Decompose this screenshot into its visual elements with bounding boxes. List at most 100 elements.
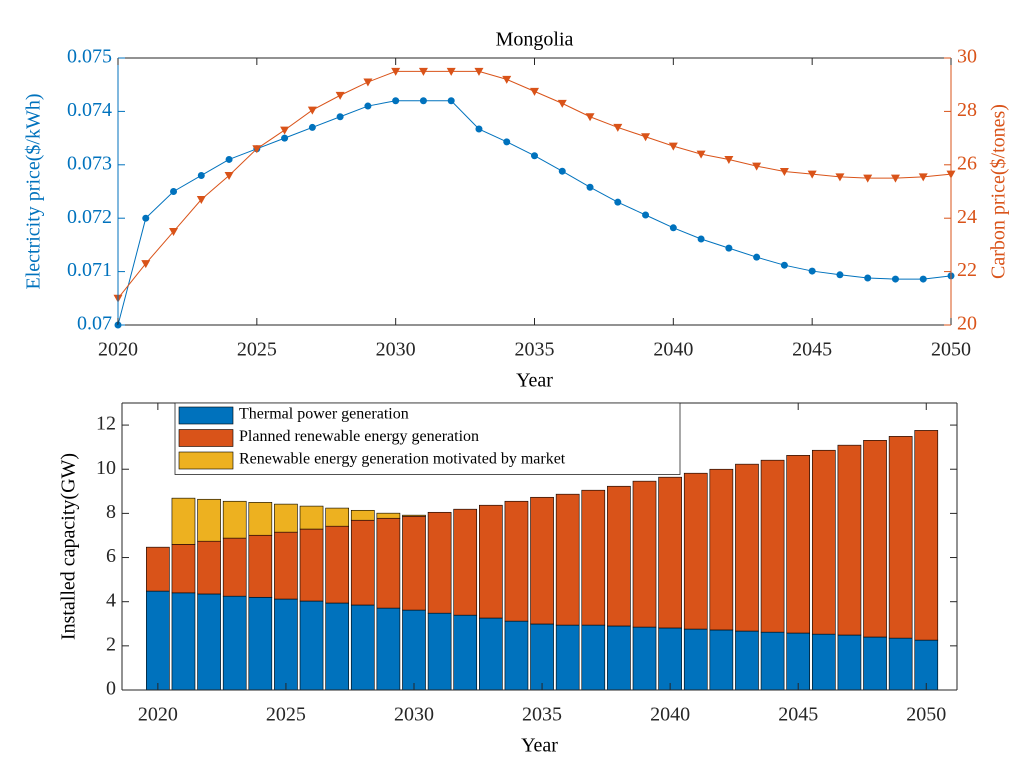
marker [725,244,733,252]
bar-segment [274,598,298,691]
marker [419,97,427,105]
x-tick-label: 2025 [266,704,306,726]
y-tick-label: 0.07 [77,313,112,335]
marker [918,173,928,182]
bar-segment [504,620,529,691]
bar-segment [197,498,221,542]
y-tick-label: 8 [106,501,116,523]
marker [641,133,651,142]
bar-segment [350,604,375,691]
bar-segment [274,531,298,600]
marker [280,126,290,135]
bar-segment [863,440,887,638]
marker [336,113,344,121]
x-tick-label: 2045 [778,704,818,726]
bar-segment [914,430,939,641]
bar-segment [632,480,657,628]
marker [614,198,622,206]
y2-tick-label: 26 [957,152,977,174]
y-tick-label: 4 [106,589,116,611]
bar-segment [299,528,324,602]
y-tick-label: 0.075 [67,46,112,68]
x-tick-label: 2020 [138,704,178,726]
marker [531,152,538,160]
bar-segment [325,507,349,527]
bar-segment [402,609,426,691]
bar-segment [632,626,657,691]
marker [780,261,788,269]
y-tick-label: 10 [96,457,116,479]
bar-segment [658,627,682,691]
bar-segment [760,459,785,633]
marker [142,214,150,222]
marker [863,174,873,183]
bar-segment [555,493,580,626]
marker [697,235,705,243]
legend-swatch [178,429,234,447]
marker [391,67,401,76]
y-tick-label: 6 [106,545,116,567]
y-tick-label: 0.073 [67,152,112,174]
bar-segment [607,485,631,627]
bar-segment [376,607,401,691]
marker [836,271,844,279]
marker [502,75,512,84]
marker [753,253,761,261]
bar-segment [146,546,170,592]
x-tick-label: 2040 [653,339,693,361]
bar-segment [504,500,529,622]
bar-segment [530,623,554,691]
bar-segment [479,617,503,691]
marker [891,275,899,283]
y2-tick-label: 24 [957,206,977,228]
bar-segment [811,449,836,635]
bar-segment [735,463,759,632]
bar-segment [683,472,708,630]
marker [281,134,289,142]
x-tick-label: 2035 [522,704,562,726]
marker [558,167,566,175]
marker [807,170,817,179]
marker [224,171,234,180]
y-tick-label: 0.072 [67,206,112,228]
x-axis-label: Year [516,370,553,392]
marker [835,173,845,182]
y-axis-label: Electricity price($/kWh) [23,93,45,289]
bar-segment [171,592,196,691]
marker [503,138,511,146]
bar-segment [453,614,478,691]
x-tick-label: 2050 [906,704,946,726]
marker [447,97,455,105]
marker [613,123,623,132]
marker [364,102,372,110]
y2-tick-label: 30 [957,46,977,68]
y2-tick-label: 22 [957,259,977,281]
bar-segment [709,629,734,691]
bar-segment [248,534,273,598]
marker [557,99,567,108]
y-tick-label: 0 [106,678,116,700]
bar-segment [222,595,247,691]
bar-segment [709,468,734,631]
bar-segment [376,517,401,609]
bar-segment [299,600,324,691]
bar-segment [786,455,811,634]
y-tick-label: 2 [106,633,116,655]
bar-segment [248,596,273,691]
series-line [117,100,952,326]
y-tick-label: 0.071 [67,259,112,281]
bar-segment [863,636,887,691]
marker [196,196,206,205]
bar-segment [786,632,811,691]
bar-segment [197,593,221,691]
legend-swatch [178,451,234,470]
bar-segment [427,612,452,691]
marker [392,97,400,105]
marker [779,167,789,176]
bar-segment [350,519,375,606]
bar-segment [325,525,349,604]
legend-label: Planned renewable energy generation [239,428,479,445]
marker [696,150,706,159]
marker [308,123,316,131]
x-tick-label: 2025 [237,339,277,361]
